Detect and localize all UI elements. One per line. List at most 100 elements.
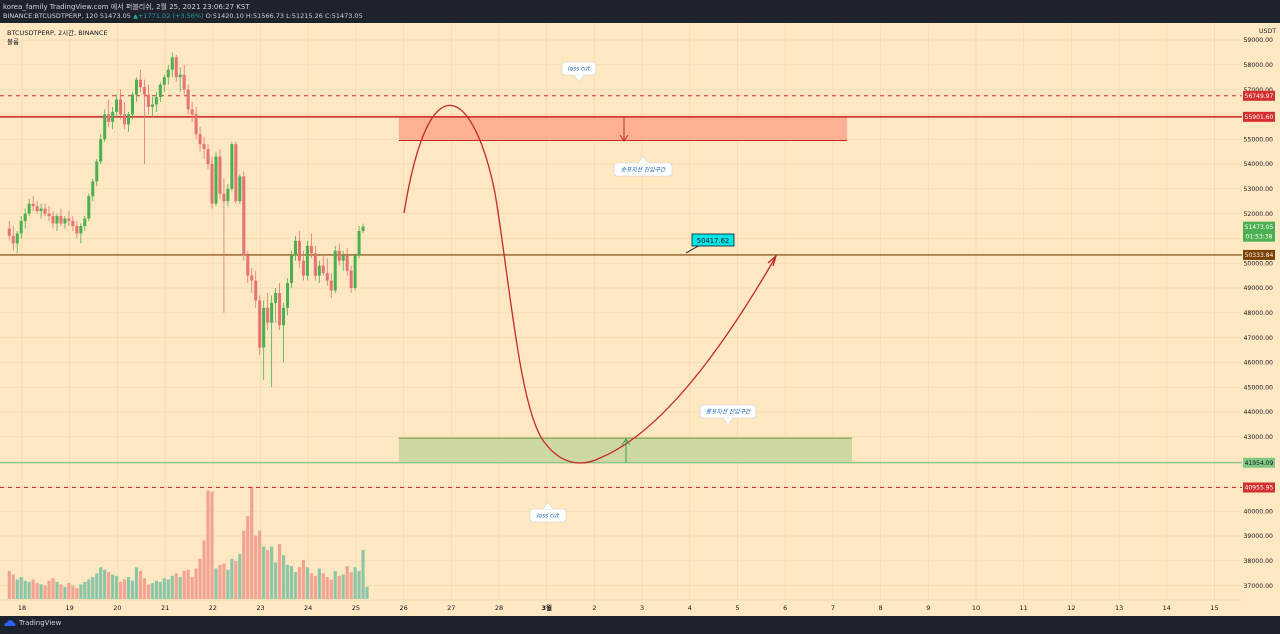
quote-prefix: BINANCE:BTCUSDTPERP, 120 51473.05	[3, 12, 131, 20]
forecast-paths	[403, 104, 778, 464]
forecast-arrowhead	[767, 254, 778, 267]
candle-body	[218, 156, 222, 194]
volume-bar	[146, 584, 150, 599]
candle-body	[337, 250, 341, 261]
volume-bar	[293, 572, 298, 599]
volume-bar	[158, 581, 162, 599]
candle-body	[341, 255, 345, 261]
x-tick-label: 22	[209, 604, 217, 612]
price-note-box	[691, 233, 735, 247]
candle-body	[345, 255, 349, 271]
candle-body	[246, 255, 250, 276]
candle-body	[226, 188, 230, 202]
volume-bar	[277, 544, 282, 599]
long-zone-note-tail	[722, 417, 734, 426]
volume-bar	[353, 567, 357, 599]
candle-body	[321, 265, 325, 274]
volume-bar	[59, 584, 63, 599]
y-tick-label: 40000.00	[1243, 508, 1273, 515]
volume-bar	[254, 535, 258, 599]
volume-bar	[111, 574, 115, 599]
volume-bar	[130, 580, 135, 599]
up-arrow-head	[621, 438, 631, 446]
candle-series	[7, 52, 365, 388]
candle-body	[194, 114, 198, 135]
candle-body	[111, 111, 115, 122]
x-tick-label: 26	[399, 604, 407, 612]
candle-body	[174, 57, 178, 78]
candle-body	[119, 99, 123, 115]
volume-bar	[122, 579, 127, 599]
x-tick-label: 18	[18, 604, 26, 612]
candle-body	[333, 250, 337, 291]
horizontal-levels	[0, 95, 1242, 488]
candle-body	[95, 161, 99, 182]
candle-body	[313, 253, 317, 276]
volume-bar	[15, 579, 19, 599]
volume-bar	[234, 561, 238, 599]
volume-bar	[103, 569, 107, 599]
volume-bar	[250, 486, 254, 599]
volume-bar	[23, 580, 27, 599]
candle-body	[166, 69, 170, 78]
candle-body	[210, 164, 214, 204]
volume-bar	[266, 550, 270, 599]
volume-bar	[202, 540, 206, 599]
volume-bar	[186, 569, 190, 599]
volume-bar	[361, 550, 365, 599]
candle-body	[142, 87, 146, 95]
x-tick-label: 23	[256, 604, 264, 612]
volume-bar	[309, 573, 313, 599]
volume-bar	[107, 572, 111, 599]
candle-body	[150, 104, 154, 107]
volume-bar	[317, 568, 321, 599]
volume-bar	[7, 570, 11, 599]
y-tick-label: 39000.00	[1243, 533, 1273, 540]
candle-body	[182, 74, 186, 90]
candle-body	[87, 196, 91, 219]
candle-body	[325, 273, 329, 281]
candle-body	[134, 79, 138, 95]
volume-bar	[226, 569, 230, 599]
volume-bar	[337, 575, 341, 599]
volume-bar	[281, 555, 286, 599]
tradingview-cloud-icon	[4, 620, 16, 626]
candle-body	[123, 114, 127, 125]
volume-bar	[47, 580, 51, 599]
volume-bar	[262, 546, 266, 599]
x-tick-label: 25	[352, 604, 360, 612]
support-price-label-bg	[1243, 457, 1275, 468]
candle-body	[198, 134, 202, 145]
candle-body	[222, 193, 226, 202]
candle-body	[317, 265, 321, 276]
short-entry-zone	[398, 116, 848, 141]
volume-bar	[297, 567, 302, 599]
volume-bar	[270, 546, 274, 599]
loss-cut-top-note-tail	[573, 74, 585, 83]
tradingview-logo[interactable]: TradingView	[4, 619, 61, 627]
candle-body	[162, 77, 166, 85]
x-tick-label: 27	[447, 604, 455, 612]
volume-bar	[246, 516, 250, 599]
candle-body	[7, 228, 11, 236]
volume-bar	[95, 573, 99, 599]
volume-bar	[341, 574, 345, 599]
current-price-label-bg	[1243, 221, 1275, 242]
candle-body	[289, 255, 294, 284]
y-tick-label: 49000.00	[1243, 285, 1273, 292]
volume-bar	[35, 583, 39, 599]
candle-body	[146, 94, 150, 107]
y-tick-label: 59000.00	[1243, 37, 1273, 44]
candle-body	[127, 114, 131, 125]
candle-body	[190, 109, 194, 115]
resistance-price-label: 55901.60	[1245, 114, 1274, 121]
lower-stop-price-label-bg	[1243, 482, 1275, 493]
volume-bar	[71, 585, 75, 599]
candle-body	[230, 144, 234, 189]
y-tick-label: 57000.00	[1243, 87, 1273, 94]
long-zone-note-text: 롱포지션 진입구간	[706, 409, 751, 416]
volume-bar	[238, 553, 242, 599]
volume-bar	[365, 586, 369, 599]
